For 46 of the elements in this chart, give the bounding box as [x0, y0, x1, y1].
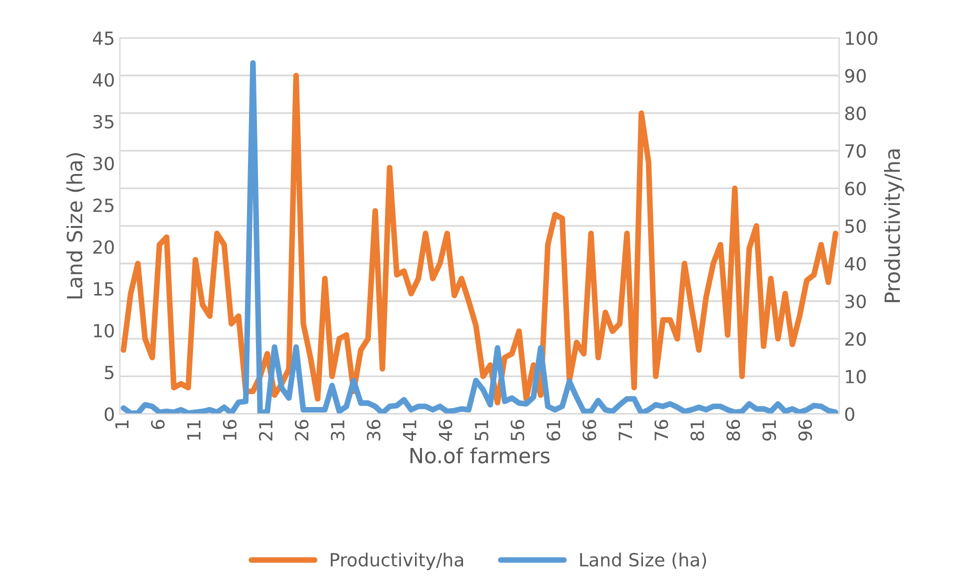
y2-axis-title: Productivity/ha [884, 150, 904, 302]
y-tick-label: 30 [93, 156, 114, 170]
x-tick-label: 76 [654, 420, 668, 440]
x-tick-label: 86 [726, 420, 740, 441]
y-tick-label: 35 [93, 114, 114, 129]
y2-tick-label: 90 [845, 68, 866, 83]
y-tick-label: 20 [93, 240, 114, 254]
y2-tick-label: 10 [846, 370, 866, 384]
x-tick-label: 61 [546, 420, 560, 441]
x-tick-label: 66 [582, 420, 596, 441]
y-tick-label: 40 [92, 73, 114, 87]
x-tick-label: 11 [187, 420, 200, 440]
x-tick-label: 6 [151, 420, 165, 430]
y2-tick-label: 30 [845, 294, 866, 308]
x-tick-label: 71 [618, 420, 632, 440]
x-tick-label: 16 [222, 420, 237, 440]
y2-tick-label: 50 [845, 219, 866, 234]
x-tick-label: 21 [258, 420, 272, 440]
y2-tick-label: 60 [845, 182, 866, 196]
y-tick-label: 5 [104, 366, 114, 380]
x-tick-label: 96 [798, 420, 812, 441]
y-tick-label: 25 [93, 198, 114, 212]
x-tick-label: 46 [438, 420, 452, 441]
x-tick-label: 26 [294, 420, 309, 440]
x-tick-label: 41 [402, 420, 416, 441]
x-tick-label: 56 [510, 420, 524, 440]
y2-tick-label: 20 [845, 332, 866, 346]
x-tick-label: 91 [762, 420, 776, 441]
x-tick-label: 36 [366, 420, 380, 440]
y2-tick-label: 80 [845, 106, 866, 120]
y2-tick-label: 100 [846, 31, 878, 46]
x-tick-label: 31 [330, 420, 344, 440]
y-tick-label: 10 [94, 324, 114, 338]
y2-tick-label: 40 [844, 256, 866, 271]
y2-tick-label: 0 [845, 407, 854, 422]
x-tick-label: 51 [474, 420, 488, 440]
y-tick-label: 15 [94, 282, 114, 296]
y-axis-title: Land Size (ha) [66, 153, 85, 298]
legend-label: Land Size (ha) [580, 552, 706, 569]
y2-tick-label: 70 [845, 144, 866, 158]
y-tick-label: 45 [92, 32, 114, 46]
legend-label: Productivity/ha [330, 552, 464, 570]
x-tick-label: 1 [115, 420, 128, 428]
x-axis-title: No.of farmers [410, 447, 550, 464]
y-tick-label: 0 [104, 407, 114, 422]
x-tick-label: 81 [690, 420, 704, 441]
